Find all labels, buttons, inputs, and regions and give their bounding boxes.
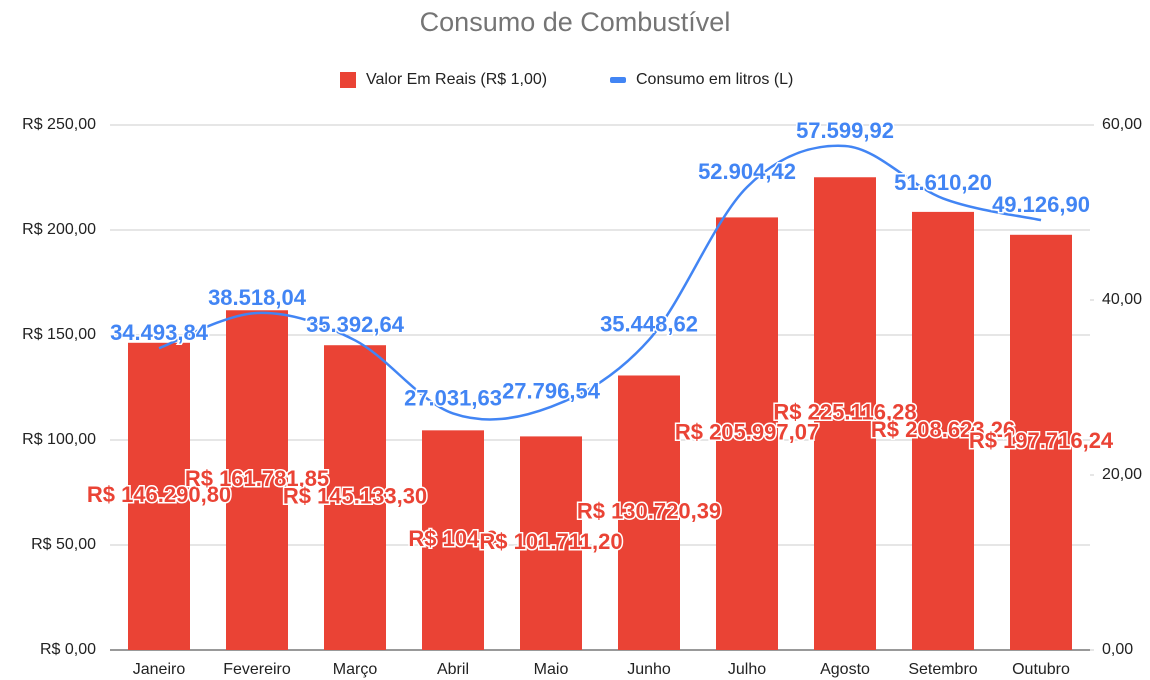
bar [128,342,190,650]
line-value-label: 52.904,42 [698,159,796,184]
y2-tick-label: 20,00 [1102,466,1142,483]
x-tick-label: Outubro [1012,661,1070,678]
line-value-label: 35.448,62 [600,312,698,337]
line-value-label: 49.126,90 [992,192,1090,217]
y-tick-label: R$ 250,00 [22,116,96,133]
bar-value-label: R$ 161.781,85 [185,466,329,491]
bar-value-label: R$ 145.133,30 [283,483,427,508]
y-tick-label: R$ 150,00 [22,326,96,343]
bar-value-label: R$ 208.623,26 [871,417,1015,442]
bar-value-label: R$ 197.716,24 [969,428,1114,453]
bar [226,310,288,650]
bar [618,375,680,650]
x-tick-label: Junho [627,661,671,678]
line-value-label: 51.610,20 [894,170,992,195]
chart-title: Consumo de Combustível [420,7,731,37]
x-tick-label: Março [333,661,378,678]
x-tick-label: Janeiro [133,661,186,678]
legend-swatch [610,77,626,83]
legend-label: Consumo em litros (L) [636,71,793,88]
y2-tick-label: 60,00 [1102,116,1142,133]
bar-value-label: R$ 130.720,39 [577,499,721,524]
y-tick-label: R$ 100,00 [22,431,96,448]
legend-label: Valor Em Reais (R$ 1,00) [366,71,547,88]
y2-tick-label: 40,00 [1102,291,1142,308]
bar [912,211,974,650]
y-tick-label: R$ 0,00 [40,641,96,658]
y-tick-label: R$ 50,00 [31,536,96,553]
bar [716,217,778,650]
line-value-label: 27.796,54 [502,379,601,404]
line-value-label: 57.599,92 [796,118,894,143]
legend-swatch [340,72,356,88]
y2-tick-label: 0,00 [1102,641,1133,658]
x-tick-label: Abril [437,661,469,678]
x-tick-label: Agosto [820,661,870,678]
bar [324,345,386,650]
bar [520,436,582,650]
bar [422,430,484,650]
line-value-label: 27.031,63 [404,385,502,410]
bar-value-label: R$ 146.290,80 [87,482,231,507]
x-tick-label: Maio [534,661,569,678]
y-tick-label: R$ 200,00 [22,221,96,238]
bar [814,177,876,651]
bar-value-label: R$ 101.711,20 [479,529,622,554]
bar-value-label: R$ 104.6 [408,526,497,551]
x-tick-label: Setembro [908,661,977,678]
x-tick-label: Fevereiro [223,661,291,678]
line-value-label: 35.392,64 [306,312,405,337]
x-tick-label: Julho [728,661,766,678]
line-value-label: 34.493,84 [110,320,209,345]
bar-value-label: R$ 225.116,28 [773,399,916,424]
line-value-label: 38.518,04 [208,285,307,310]
bar [1010,234,1072,650]
line [158,144,1042,421]
bar-value-label: R$ 205.997,07 [675,420,819,445]
